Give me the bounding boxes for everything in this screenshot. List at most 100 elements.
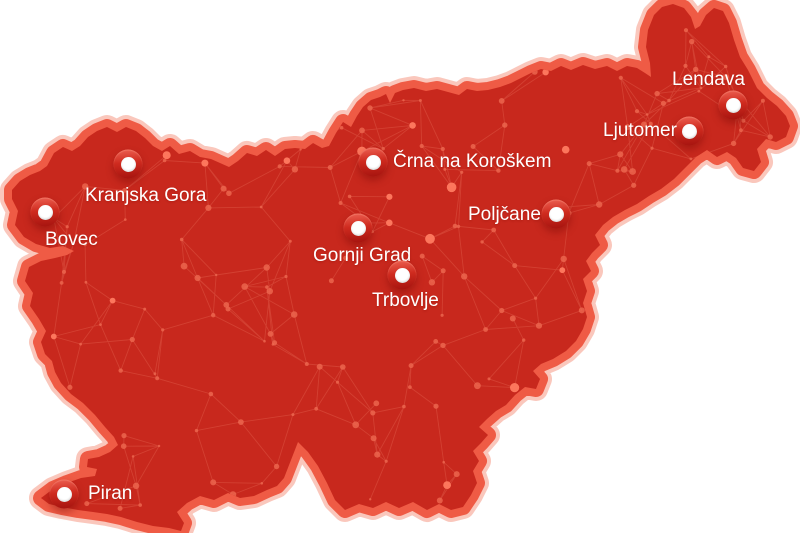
city-marker[interactable]: [49, 479, 79, 509]
network-node: [470, 144, 476, 149]
network-node: [153, 372, 157, 376]
network-node: [241, 283, 248, 290]
network-node: [512, 263, 518, 269]
network-node: [624, 124, 631, 131]
city-marker-core: [350, 220, 366, 236]
network-node: [84, 501, 90, 507]
network-node: [369, 498, 372, 501]
network-node: [561, 145, 570, 154]
network-node: [370, 435, 377, 442]
network-node: [456, 224, 461, 229]
network-node: [121, 433, 127, 439]
city-marker[interactable]: [30, 197, 60, 227]
network-node: [629, 168, 636, 175]
city-label: Trbovlje: [372, 290, 439, 311]
network-node: [667, 98, 671, 103]
network-node: [460, 170, 464, 174]
city-marker-core: [548, 206, 564, 222]
network-node: [402, 99, 405, 102]
network-node: [79, 342, 82, 346]
network-node: [498, 98, 505, 104]
city-marker[interactable]: [358, 147, 388, 177]
city-marker[interactable]: [387, 260, 417, 290]
network-node: [291, 166, 299, 173]
network-node: [408, 385, 412, 389]
network-node: [446, 182, 457, 193]
network-node: [62, 269, 66, 274]
city-marker[interactable]: [541, 199, 571, 229]
network-node: [316, 363, 323, 370]
network-node: [263, 339, 266, 343]
network-node: [760, 98, 765, 103]
network-node: [618, 75, 623, 80]
network-node: [386, 219, 393, 227]
network-node: [373, 400, 380, 407]
network-node: [474, 382, 481, 390]
network-node: [634, 109, 640, 114]
city-marker-core: [56, 486, 72, 502]
network-node: [641, 121, 647, 128]
network-node: [120, 443, 127, 450]
city-marker[interactable]: [113, 149, 143, 179]
network-node: [683, 28, 689, 33]
network-node: [402, 404, 406, 409]
network-node: [535, 322, 543, 329]
network-node: [338, 201, 343, 205]
city-marker[interactable]: [718, 90, 748, 120]
network-node: [132, 482, 140, 489]
network-node: [208, 391, 214, 397]
network-node: [433, 403, 439, 409]
network-node: [117, 505, 123, 511]
network-node: [509, 315, 516, 322]
network-node: [699, 86, 703, 90]
network-node: [180, 262, 188, 270]
network-node: [367, 105, 373, 111]
network-node: [697, 89, 701, 93]
network-node: [82, 183, 89, 190]
network-node: [179, 237, 184, 242]
network-node: [384, 459, 388, 463]
network-node: [374, 451, 381, 458]
network-node: [162, 158, 167, 163]
network-node: [304, 362, 309, 366]
city-label: Kranjska Gora: [85, 185, 207, 206]
network-node: [689, 38, 695, 45]
network-node: [277, 164, 282, 169]
network-node: [452, 223, 458, 229]
network-edges: [53, 29, 771, 509]
city-marker-core: [365, 154, 381, 170]
network-node: [418, 99, 422, 102]
network-node: [440, 146, 445, 152]
network-node: [436, 497, 443, 504]
network-node: [124, 218, 127, 221]
network-node: [496, 168, 501, 173]
network-node: [290, 311, 298, 318]
network-node: [84, 280, 88, 284]
network-node: [707, 55, 711, 59]
city-marker-core: [120, 156, 136, 172]
network-node: [220, 185, 227, 192]
network-node: [335, 380, 340, 384]
city-marker-core: [681, 123, 697, 139]
network-node: [741, 118, 746, 123]
city-marker[interactable]: [674, 116, 704, 146]
network-node: [50, 333, 57, 340]
network-node: [266, 288, 273, 295]
network-node: [560, 255, 567, 263]
network-node: [620, 166, 628, 173]
network-node: [122, 188, 127, 193]
network-node: [386, 193, 393, 200]
network-node: [273, 463, 280, 470]
network-node: [767, 134, 773, 140]
city-marker-core: [37, 204, 53, 220]
network-pattern: [50, 28, 773, 511]
network-node: [440, 268, 446, 274]
network-node: [59, 281, 64, 285]
network-node: [631, 182, 637, 188]
network-node: [65, 225, 69, 229]
city-marker[interactable]: [343, 213, 373, 243]
city-label: Bovec: [45, 229, 98, 250]
network-node: [617, 151, 624, 158]
network-node: [428, 279, 436, 286]
